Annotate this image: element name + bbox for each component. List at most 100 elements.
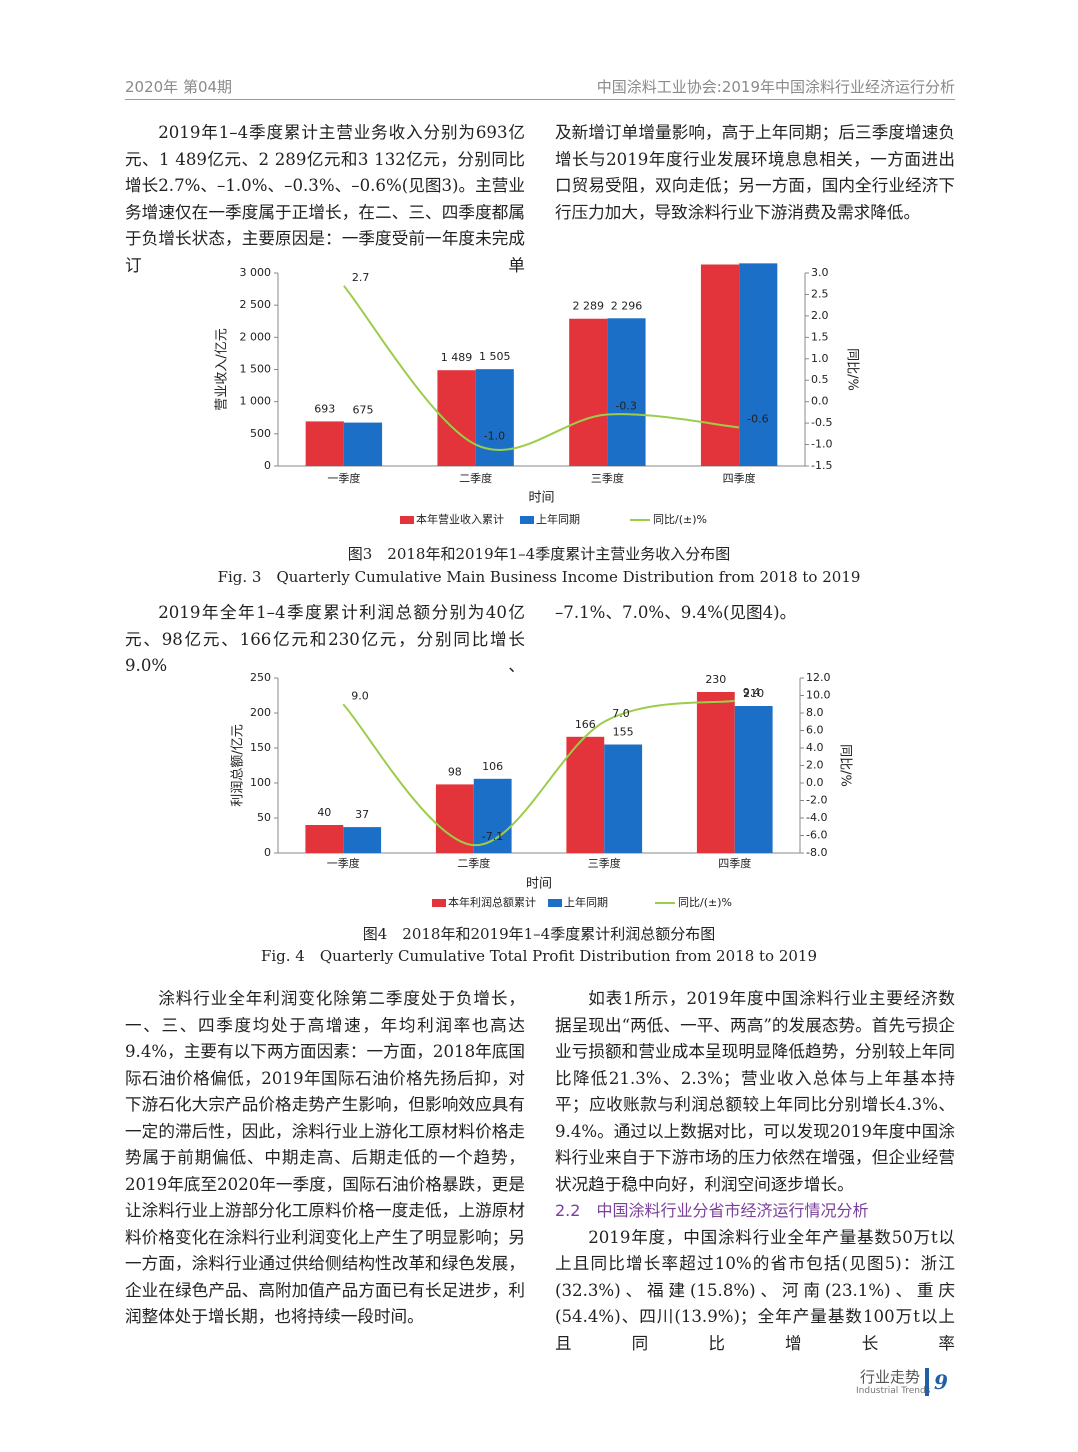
bar — [305, 421, 344, 466]
bar-value-label: 2 289 — [573, 300, 605, 313]
legend-swatch — [432, 899, 446, 907]
line-value-label: -1.0 — [484, 430, 505, 443]
line-series — [342, 699, 735, 847]
y2-axis-label: 同比/% — [838, 744, 853, 787]
caption: 图4 2018年和2019年1–4季度累计利润总额分布图 — [362, 925, 716, 943]
x-tick-label: 三季度 — [588, 856, 621, 870]
header-rule — [125, 99, 955, 100]
bar-value-label: 166 — [575, 718, 596, 731]
y2-tick-label: 2.5 — [811, 287, 829, 300]
x-axis-label: 时间 — [526, 877, 552, 892]
bar-value-label: 675 — [352, 404, 373, 417]
bar — [305, 825, 344, 853]
line-series — [343, 285, 740, 451]
paragraph: –7.1%、7.0%、9.4%(见图4)。 — [555, 603, 797, 622]
y2-tick-label: 3.0 — [811, 266, 829, 279]
y2-tick-label: 4.0 — [806, 741, 824, 754]
y2-tick-label: 12.0 — [806, 671, 831, 684]
bar — [343, 422, 383, 466]
y2-tick-label: 6.0 — [806, 724, 824, 737]
y-tick-label: 0 — [264, 846, 271, 859]
x-tick-label: 一季度 — [327, 471, 360, 485]
x-tick-label: 一季度 — [327, 856, 360, 870]
y-tick-label: 2 000 — [240, 330, 272, 343]
y-axis-label: 利润总额/亿元 — [231, 724, 246, 806]
bar — [604, 744, 643, 853]
line-value-label: 9.0 — [351, 689, 369, 702]
y-tick-label: 200 — [250, 706, 271, 719]
y2-tick-label: 0.0 — [811, 395, 829, 408]
line-value-label: 7.0 — [612, 707, 630, 720]
y-axis-label: 营业收入/亿元 — [215, 328, 230, 410]
bar-value-label: 230 — [705, 673, 726, 686]
line-value-label: -7.1 — [482, 830, 503, 843]
caption: Fig. 4 Quarterly Cumulative Total Profit… — [260, 947, 818, 965]
y2-tick-label: 8.0 — [806, 706, 824, 719]
caption: 图3 2018年和2019年1–4季度累计主营业务收入分布图 — [347, 545, 731, 563]
y2-tick-label: -1.0 — [811, 438, 832, 451]
bar — [696, 692, 735, 853]
y2-tick-label: 2.0 — [811, 309, 829, 322]
y-tick-label: 2 500 — [240, 298, 272, 311]
chart: 0 500 1 000 1 500 2 000 2 500 3 000 -1.5 -1.0 -0.… — [215, 263, 860, 526]
y-tick-label: 150 — [250, 741, 271, 754]
x-tick-label: 四季度 — [723, 471, 756, 485]
bar-value-label: 693 — [314, 402, 335, 415]
y2-tick-label: -2.0 — [806, 794, 827, 807]
line-value-label: -0.3 — [615, 400, 636, 413]
x-tick-label: 二季度 — [459, 471, 492, 485]
x-axis-label: 时间 — [528, 491, 554, 506]
bar — [566, 736, 605, 853]
line-value-label: -0.6 — [747, 412, 768, 425]
y2-tick-label: -4.0 — [806, 811, 827, 824]
bar — [343, 827, 382, 853]
y2-tick-label: 2.0 — [806, 759, 824, 772]
x-tick-label: 二季度 — [457, 856, 490, 870]
y-tick-label: 100 — [250, 776, 271, 789]
x-tick-label: 三季度 — [591, 471, 624, 485]
bar-value-label: 155 — [613, 726, 634, 739]
bar — [435, 784, 474, 853]
y-tick-label: 1 000 — [240, 395, 272, 408]
bar — [475, 369, 514, 466]
legend-label: 上年同期 — [564, 895, 608, 909]
header-left: 2020年 第04期 — [125, 78, 233, 96]
bar-value-label: 1 489 — [441, 351, 473, 364]
section-heading: 2.2 中国涂料行业分省市经济运行情况分析 — [555, 1201, 869, 1220]
legend-swatch — [400, 516, 414, 524]
y2-tick-label: -6.0 — [806, 829, 827, 842]
y2-tick-label: -8.0 — [806, 846, 827, 859]
y-tick-label: 3 000 — [240, 266, 272, 279]
right-column: 如表1所示，2019年度中国涂料行业主要经济数据呈现出“两低、一平、两高”的发展… — [555, 986, 955, 1357]
legend-swatch — [548, 899, 562, 907]
bar — [700, 264, 740, 466]
paragraph: 涂料行业全年利润变化除第二季度处于负增长，一、三、四季度均处于高增速，年均利润率… — [125, 989, 525, 1326]
bar — [739, 263, 778, 466]
page-bar — [925, 1368, 929, 1396]
footer-section-en: Industrial Trends — [856, 1386, 931, 1396]
legend-label: 同比/(±)% — [653, 513, 707, 526]
y2-tick-label: 0.0 — [806, 776, 824, 789]
legend-label: 同比/(±)% — [678, 896, 732, 909]
y-tick-label: 250 — [250, 671, 271, 684]
caption: Fig. 3 Quarterly Cumulative Main Busines… — [217, 568, 861, 586]
legend-swatch — [520, 516, 534, 524]
line-value-label: 9.4 — [743, 686, 761, 699]
x-tick-label: 四季度 — [718, 856, 751, 870]
y2-tick-label: -1.5 — [811, 459, 832, 472]
paragraph: 2019年度，中国涂料行业全年产量基数50万t以上且同比增长率超过10%的省市包… — [555, 1227, 955, 1353]
y2-tick-label: 1.5 — [811, 330, 829, 343]
bar — [734, 706, 773, 853]
paragraph: 及新增订单增量影响，高于上年同期；后三季度增速负增长与2019年度行业发展环境息… — [555, 123, 955, 222]
footer-section: 行业走势 — [860, 1368, 921, 1386]
chart: 0 50 100 150 200 250 -8.0 -6.0 -4.0 -2.0 0.0 2.0 4.0… — [231, 671, 853, 909]
legend-label: 上年同期 — [536, 512, 580, 526]
bar-value-label: 2 296 — [611, 299, 643, 312]
y-tick-label: 1 500 — [240, 363, 272, 376]
y-tick-label: 500 — [250, 427, 271, 440]
y2-tick-label: -0.5 — [811, 416, 832, 429]
y2-tick-label: 0.5 — [811, 373, 829, 386]
bar — [607, 318, 646, 466]
paragraph: 2019年1–4季度累计主营业务收入分别为693亿元、1 489亿元、2 289… — [125, 123, 525, 275]
